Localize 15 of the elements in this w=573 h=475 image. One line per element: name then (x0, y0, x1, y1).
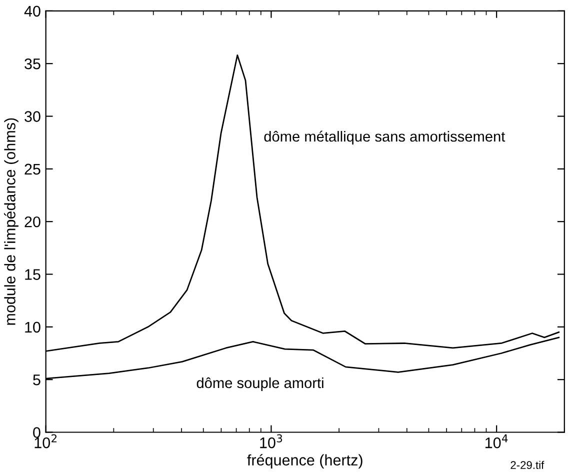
x-axis-title: fréquence (hertz) (247, 454, 362, 469)
y-axis-title: module de l'impédance (ohms) (4, 118, 18, 325)
series-label: dôme souple amorti (196, 377, 324, 392)
y-tick-label: 5 (33, 374, 40, 386)
y-tick-label: 20 (24, 216, 40, 228)
text: 2-29.tif (510, 460, 544, 470)
y-tick-label: 30 (24, 111, 40, 122)
y-tick-label: 25 (24, 164, 40, 175)
x-tick-label: 10$^{3}$ (260, 434, 282, 448)
y-tick-label: 15 (25, 269, 40, 280)
y-tick-label: 40 (24, 6, 40, 17)
y-tick-label: 10 (25, 322, 40, 333)
series-label: dôme métallique sans amortissement (264, 130, 506, 145)
y-tick-label: 35 (24, 58, 40, 70)
x-tick-label: 10$^{4}$ (486, 434, 508, 448)
